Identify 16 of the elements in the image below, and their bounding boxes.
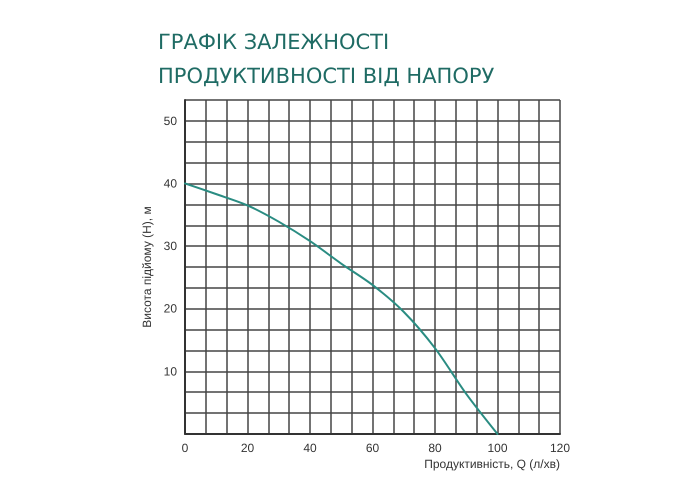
- y-tick-label: 40: [164, 176, 178, 190]
- x-tick-label: 100: [487, 441, 508, 455]
- chart-title: ГРАФІК ЗАЛЕЖНОСТІ ПРОДУКТИВНОСТІ ВІД НАПОРУ: [158, 30, 495, 88]
- x-tick-label: 40: [303, 441, 317, 455]
- x-axis-title: Продуктивність, Q (л/хв): [424, 457, 560, 471]
- y-tick-label: 50: [164, 114, 178, 128]
- x-tick-label: 80: [428, 441, 442, 455]
- x-tick-label: 20: [240, 441, 254, 455]
- line-series: [184, 182, 498, 435]
- y-tick-label: 10: [164, 364, 178, 378]
- y-tick-label: 30: [164, 239, 178, 254]
- x-tick-label: 120: [550, 441, 570, 455]
- y-axis-title: Висота підйому (H), м: [140, 206, 154, 328]
- x-tick-label: 60: [366, 441, 380, 455]
- y-tick-label: 20: [164, 302, 178, 316]
- x-tick-label: 0: [182, 441, 189, 455]
